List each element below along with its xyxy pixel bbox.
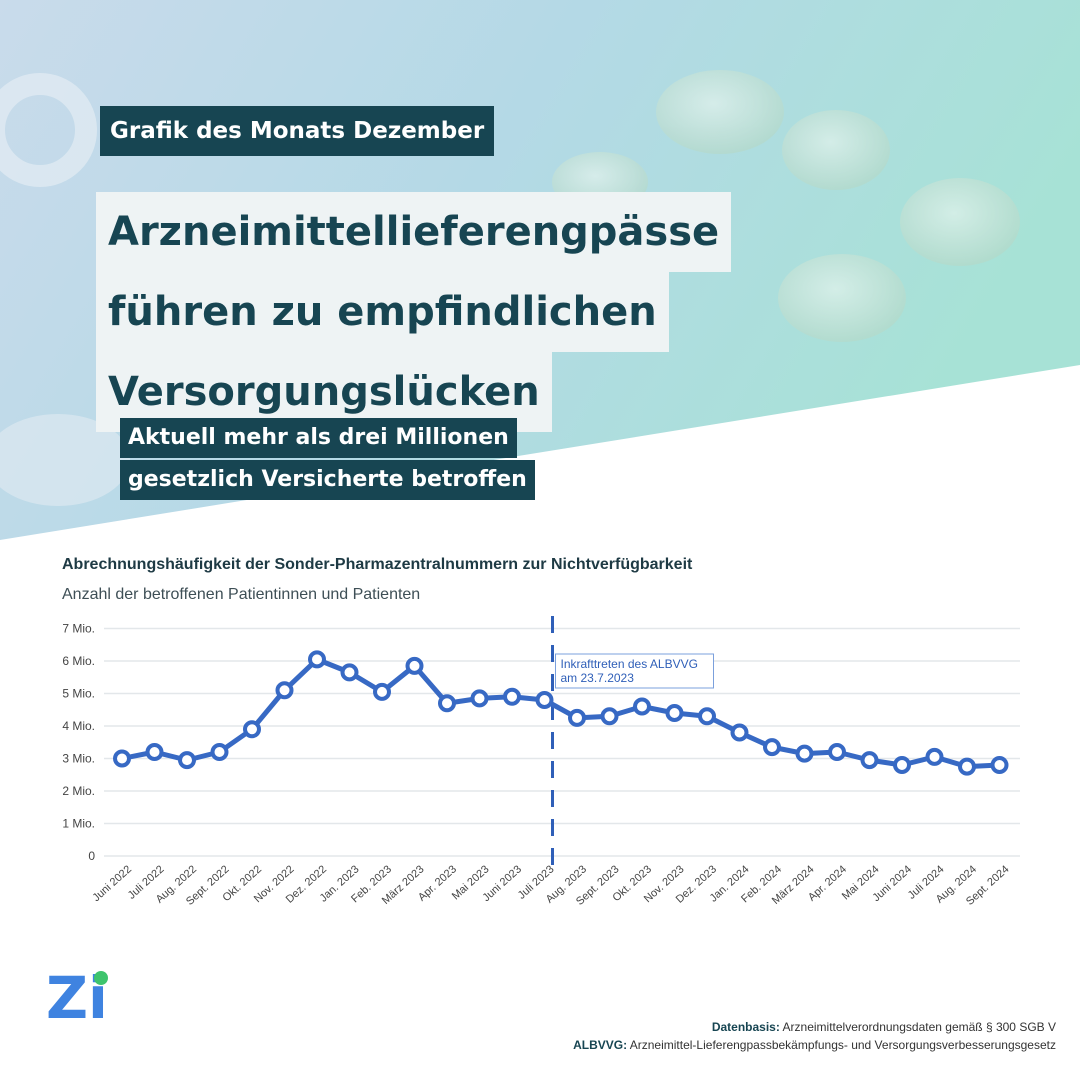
data-point xyxy=(275,681,294,700)
data-point xyxy=(958,757,976,776)
footer-label-data-basis: Datenbasis: xyxy=(711,1020,780,1034)
headline-line-1: Arzneimittellieferengpässe xyxy=(96,192,732,272)
subheadline-line-2: gesetzlich Versicherte betroffen xyxy=(120,460,535,500)
headline-line-2: führen zu empfindlichen xyxy=(96,272,669,352)
data-point xyxy=(535,691,554,709)
data-point xyxy=(828,743,846,761)
data-point xyxy=(925,747,944,766)
annotation-text: Inkrafttreten des ALBVVG xyxy=(561,657,698,671)
data-point xyxy=(210,743,229,761)
data-point xyxy=(405,656,424,675)
data-point xyxy=(145,743,164,761)
y-tick-label: 6 Mio. xyxy=(62,654,95,668)
chart-series xyxy=(113,650,1009,776)
data-point xyxy=(860,751,879,770)
pill-decoration xyxy=(0,70,1020,506)
data-point xyxy=(438,694,456,713)
x-tick-label: Juni 2022 xyxy=(91,863,134,904)
data-point xyxy=(373,682,391,701)
data-point xyxy=(698,707,716,726)
data-point xyxy=(113,749,131,768)
data-point xyxy=(178,751,196,770)
data-point xyxy=(243,720,261,739)
y-tick-label: 7 Mio. xyxy=(62,622,95,636)
subheadline-line-1: Aktuell mehr als drei Millionen xyxy=(120,418,517,458)
data-point xyxy=(893,756,911,774)
y-tick-label: 5 Mio. xyxy=(62,687,95,701)
logo-dot xyxy=(94,971,108,985)
footer-label-albvvg: ALBVVG: xyxy=(573,1038,628,1052)
annotation-box xyxy=(555,653,714,689)
data-point xyxy=(470,689,489,708)
y-tick-label: 0 xyxy=(88,849,95,863)
data-point xyxy=(990,756,1009,774)
footer-notes: Datenbasis: Arzneimittelverordnungsdaten… xyxy=(573,1018,1056,1054)
data-point xyxy=(308,650,326,669)
data-point xyxy=(568,708,586,727)
annotation-text: am 23.7.2023 xyxy=(561,671,635,685)
chart-gridlines: 0 1 Mio. 2 Mio. 3 Mio. 4 Mio. 5 Mio. 6 Mio. 7 M… xyxy=(62,622,1020,863)
data-point xyxy=(730,723,749,742)
y-tick-label: 4 Mio. xyxy=(62,719,95,733)
footer-text-albvvg: Arzneimittel-Lieferengpassbekämpfungs- u… xyxy=(627,1038,1056,1052)
y-tick-label: 1 Mio. xyxy=(62,817,95,831)
footer-line-albvvg: ALBVVG: Arzneimittel-Lieferengpassbekämp… xyxy=(573,1036,1056,1054)
y-tick-label: 2 Mio. xyxy=(62,784,95,798)
data-point xyxy=(633,697,651,716)
data-point xyxy=(795,744,814,763)
data-point xyxy=(340,663,359,682)
data-point xyxy=(600,707,619,726)
data-point xyxy=(503,687,521,706)
footer-line-data-basis: Datenbasis: Arzneimittelverordnungsdaten… xyxy=(573,1018,1056,1036)
chart-subtitle: Anzahl der betroffenen Patientinnen und … xyxy=(62,586,421,603)
data-point xyxy=(763,738,781,757)
zi-logo: Zi xyxy=(46,966,108,1026)
series-line xyxy=(121,656,1000,770)
data-point xyxy=(665,704,684,722)
footer-text-data-basis: Arzneimittelverordnungsdaten gemäß § 300… xyxy=(779,1020,1056,1034)
line-chart: 0 1 Mio. 2 Mio. 3 Mio. 4 Mio. 5 Mio. 6 Mio. 7 M… xyxy=(62,616,1020,908)
month-badge: Grafik des Monats Dezember xyxy=(100,106,495,156)
y-tick-label: 3 Mio. xyxy=(62,752,95,766)
chart-title: Abrechnungshäufigkeit der Sonder-Pharmaz… xyxy=(62,556,693,573)
